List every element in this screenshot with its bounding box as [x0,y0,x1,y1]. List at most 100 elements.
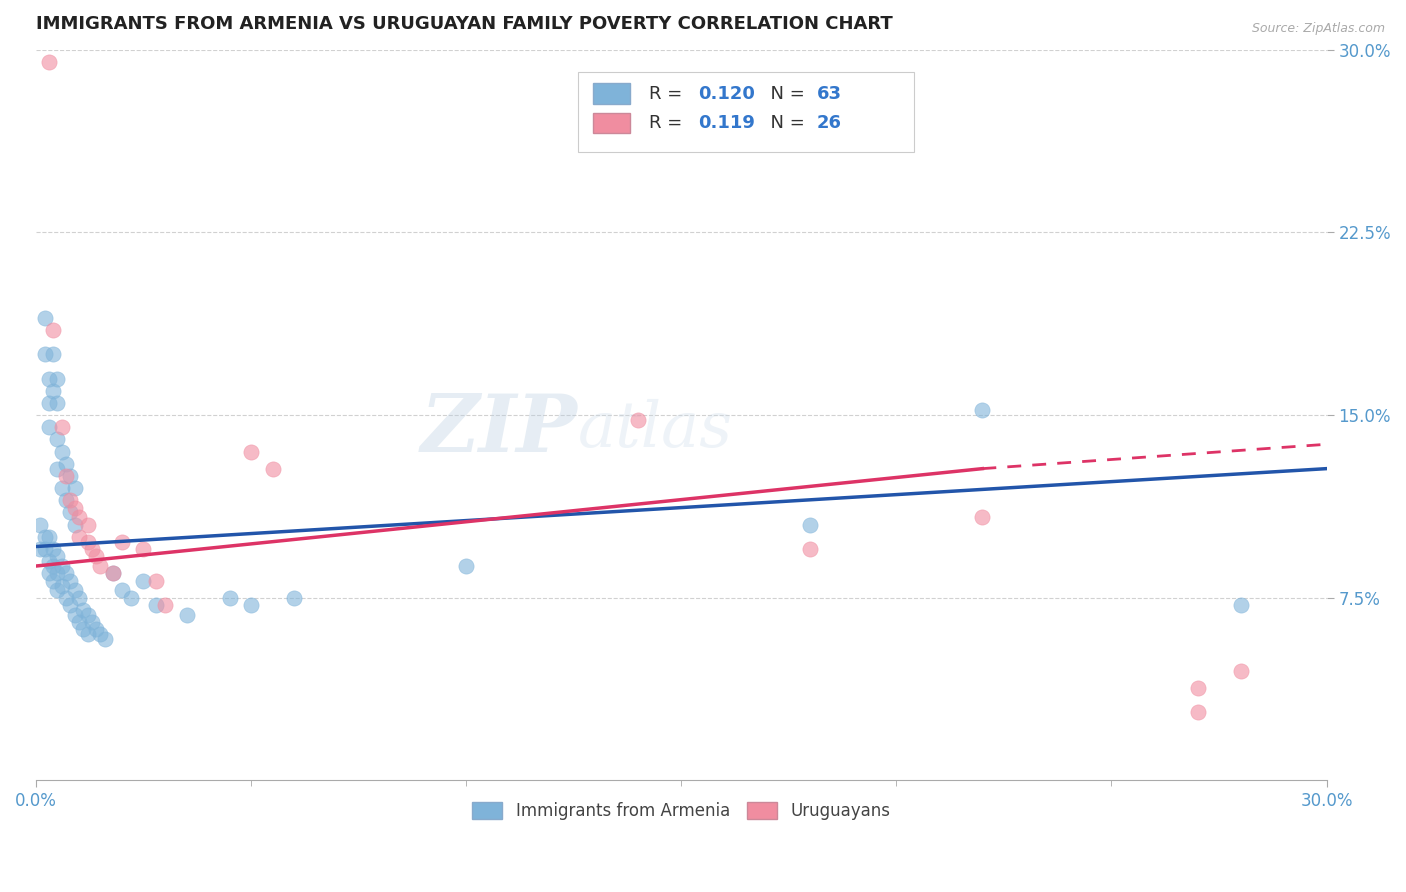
Point [972,403,994,417]
Point [111,534,134,549]
Point [89,559,111,574]
Text: 63: 63 [817,85,842,103]
Text: 26: 26 [817,114,842,132]
Point [46,371,69,385]
Point [38,371,60,385]
Point [30,541,52,556]
Point [34,541,56,556]
Bar [593,84,630,103]
Point [132,541,155,556]
Point [51,481,73,495]
Point [120,591,142,605]
Point [46,433,69,447]
Point [42,574,65,588]
Point [55,591,77,605]
Point [111,583,134,598]
Point [55,457,77,471]
Bar [593,112,630,133]
Point [46,461,69,475]
Point [103,566,125,581]
Text: N =: N = [759,114,810,132]
Point [42,541,65,556]
Text: R =: R = [650,85,688,103]
Point [42,323,65,337]
Point [72,623,94,637]
Point [51,559,73,574]
Point [456,559,478,574]
Point [42,559,65,574]
Point [972,510,994,524]
Point [84,623,107,637]
Point [67,530,90,544]
Point [42,347,65,361]
Text: ZIP: ZIP [422,391,578,468]
Point [34,530,56,544]
Point [1229,598,1251,612]
Point [76,534,98,549]
Point [51,444,73,458]
Point [63,607,86,622]
Text: R =: R = [650,114,688,132]
Point [55,469,77,483]
Point [145,598,167,612]
Point [176,607,198,622]
Point [38,55,60,70]
Point [283,591,305,605]
Text: 0.120: 0.120 [697,85,755,103]
Text: N =: N = [759,85,810,103]
Point [76,517,98,532]
Point [38,530,60,544]
FancyBboxPatch shape [578,71,914,153]
Point [46,549,69,564]
Point [799,541,821,556]
Point [55,493,77,508]
Point [67,615,90,629]
Point [34,310,56,325]
Point [63,583,86,598]
Point [240,598,263,612]
Point [1187,705,1209,719]
Point [46,583,69,598]
Point [627,413,650,427]
Point [59,469,82,483]
Point [38,396,60,410]
Point [63,500,86,515]
Point [51,578,73,592]
Point [80,541,103,556]
Point [240,444,263,458]
Point [55,566,77,581]
Point [34,347,56,361]
Point [59,574,82,588]
Text: IMMIGRANTS FROM ARMENIA VS URUGUAYAN FAMILY POVERTY CORRELATION CHART: IMMIGRANTS FROM ARMENIA VS URUGUAYAN FAM… [37,15,893,33]
Point [84,549,107,564]
Point [38,566,60,581]
Point [153,598,176,612]
Point [80,615,103,629]
Point [218,591,240,605]
Point [1229,664,1251,678]
Point [132,574,155,588]
Point [30,517,52,532]
Text: atlas: atlas [578,399,733,460]
Point [72,603,94,617]
Legend: Immigrants from Armenia, Uruguayans: Immigrants from Armenia, Uruguayans [465,796,897,827]
Point [46,566,69,581]
Point [42,384,65,398]
Point [46,396,69,410]
Point [89,627,111,641]
Point [799,517,821,532]
Point [38,554,60,568]
Text: Source: ZipAtlas.com: Source: ZipAtlas.com [1251,22,1385,36]
Point [145,574,167,588]
Text: 0.119: 0.119 [697,114,755,132]
Point [76,607,98,622]
Point [63,517,86,532]
Point [38,420,60,434]
Point [51,420,73,434]
Point [1187,681,1209,695]
Point [63,481,86,495]
Point [59,506,82,520]
Point [67,510,90,524]
Point [262,461,284,475]
Point [59,598,82,612]
